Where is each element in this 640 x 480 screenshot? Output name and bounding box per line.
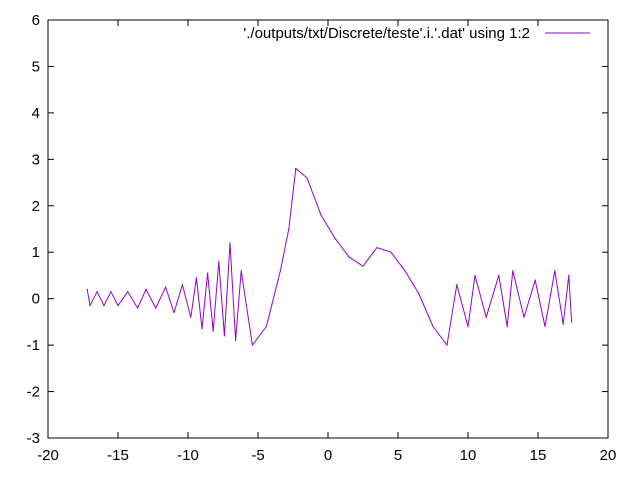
data-point <box>89 305 91 307</box>
data-point <box>145 288 147 290</box>
data-point <box>474 274 476 276</box>
data-point <box>534 279 536 281</box>
x-axis-ticks: -20 -15 -10 -5 0 5 10 15 20 <box>37 20 616 464</box>
data-point <box>251 344 253 346</box>
data-point <box>207 272 209 274</box>
data-point <box>523 316 525 318</box>
x-tick-label: 20 <box>600 447 617 464</box>
data-point <box>498 274 500 276</box>
data-point <box>432 325 434 328</box>
data-point <box>218 260 220 263</box>
data-point <box>568 274 570 276</box>
series-line-0 <box>86 168 573 346</box>
data-point <box>212 330 214 332</box>
data-point <box>110 291 112 293</box>
data-point <box>320 214 322 216</box>
data-point <box>306 177 308 179</box>
y-tick-label: -1 <box>27 337 40 354</box>
data-point <box>390 251 392 253</box>
data-point <box>127 291 129 293</box>
data-point <box>544 325 546 328</box>
data-point <box>288 228 290 230</box>
series-layer <box>86 168 573 346</box>
data-point <box>362 265 364 267</box>
data-point <box>173 312 175 314</box>
y-tick-label: -3 <box>27 430 40 447</box>
x-tick-label: -15 <box>107 447 129 464</box>
x-tick-label: 0 <box>324 447 332 464</box>
y-tick-label: -2 <box>27 384 40 401</box>
x-tick-label: -20 <box>37 447 59 464</box>
y-tick-label: 1 <box>32 244 40 261</box>
y-axis-ticks: -3 -2 -1 0 1 2 3 4 5 6 <box>27 12 608 447</box>
data-point <box>467 325 469 328</box>
data-point <box>86 288 88 290</box>
x-tick-label: -5 <box>251 447 264 464</box>
data-point <box>279 270 281 272</box>
data-point <box>418 293 420 295</box>
y-tick-label: 2 <box>32 198 40 215</box>
data-point <box>446 344 448 346</box>
data-point <box>554 270 556 272</box>
y-tick-label: 4 <box>32 105 40 122</box>
x-tick-label: 15 <box>530 447 547 464</box>
data-point <box>117 305 119 307</box>
data-point <box>103 305 105 307</box>
data-point <box>190 316 192 318</box>
data-point <box>137 307 139 309</box>
data-point <box>229 242 231 244</box>
y-tick-label: 0 <box>32 291 40 308</box>
data-point <box>295 168 297 170</box>
data-point <box>376 247 378 249</box>
data-point <box>506 325 508 328</box>
data-point <box>348 256 350 258</box>
data-point <box>571 321 573 323</box>
y-tick-label: 6 <box>32 12 40 29</box>
y-tick-label: 3 <box>32 151 40 168</box>
data-point <box>235 339 237 342</box>
x-tick-label: 10 <box>460 447 477 464</box>
plot-area-frame <box>47 19 609 439</box>
data-point <box>96 291 98 293</box>
data-point <box>334 237 336 239</box>
y-tick-label: 5 <box>32 58 40 75</box>
data-point <box>240 270 242 272</box>
data-point <box>456 284 458 286</box>
data-point <box>265 325 267 328</box>
data-point <box>155 307 157 309</box>
data-point <box>562 323 564 325</box>
legend-label: './outputs/txt/Discrete/teste'.i.'.dat' … <box>243 25 530 42</box>
data-point <box>512 270 514 272</box>
data-point <box>485 316 487 318</box>
x-tick-label: -10 <box>177 447 199 464</box>
legend: './outputs/txt/Discrete/teste'.i.'.dat' … <box>243 25 590 42</box>
data-point <box>404 270 406 272</box>
data-point <box>201 328 203 330</box>
data-point <box>195 277 197 279</box>
data-point <box>223 335 225 337</box>
x-tick-label: 5 <box>394 447 402 464</box>
data-point <box>165 286 167 288</box>
data-point <box>181 284 183 286</box>
